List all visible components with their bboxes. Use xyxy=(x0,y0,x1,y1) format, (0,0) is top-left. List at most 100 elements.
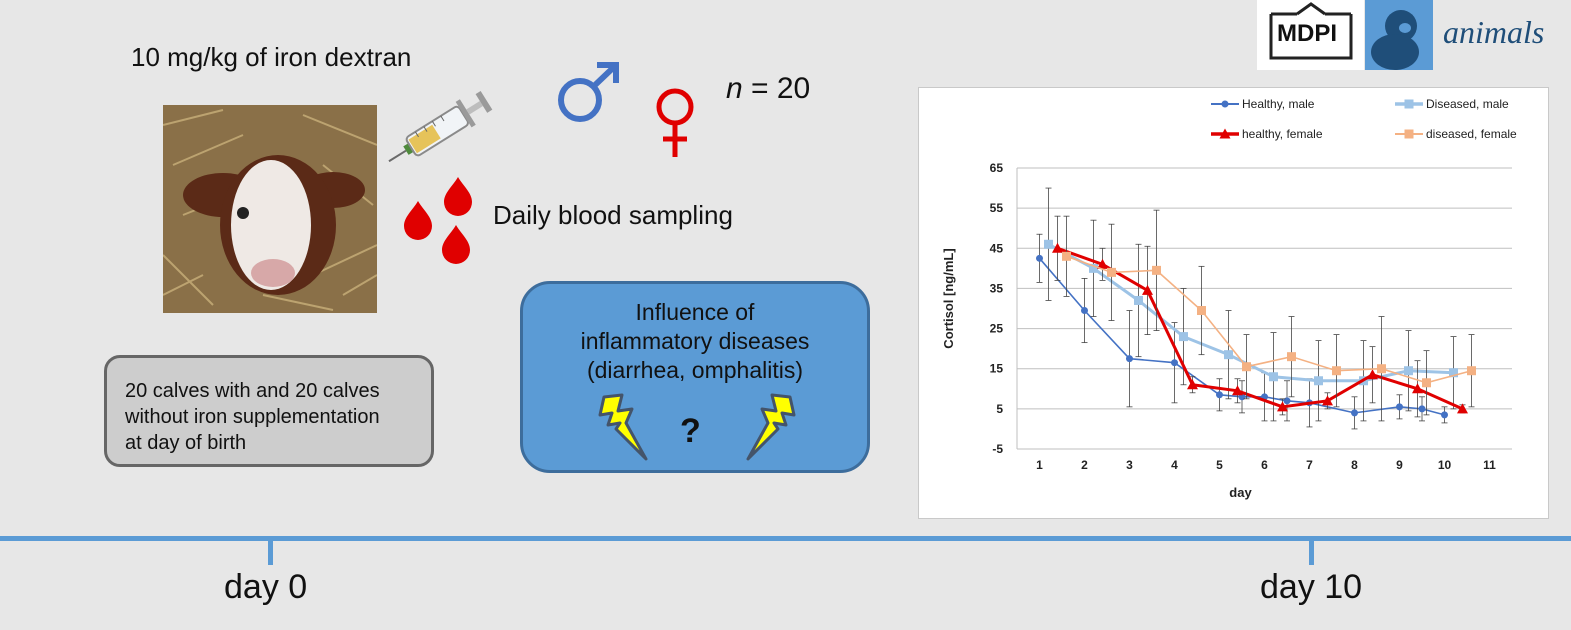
y-tick-label: 5 xyxy=(996,402,1003,416)
x-tick-label: 4 xyxy=(1171,458,1178,472)
x-tick-label: 2 xyxy=(1081,458,1088,472)
data-point xyxy=(1242,362,1251,372)
y-tick-label: 65 xyxy=(990,161,1004,175)
data-point xyxy=(1134,295,1143,305)
data-point xyxy=(1449,368,1458,378)
x-axis-label: day xyxy=(1229,485,1252,500)
publisher-logo-frame xyxy=(1269,2,1353,60)
data-point xyxy=(1314,376,1323,386)
data-point xyxy=(1422,378,1431,388)
data-point xyxy=(1081,307,1088,315)
data-point xyxy=(1283,397,1291,405)
data-point xyxy=(1457,403,1468,414)
timeline-label-start: day 0 xyxy=(224,568,308,606)
female-symbol-icon xyxy=(656,88,694,157)
study-design-line: without iron supplementation xyxy=(125,406,380,428)
y-tick-label: -5 xyxy=(992,442,1003,456)
data-point xyxy=(1142,284,1153,295)
sample-size-label: n = 20 xyxy=(726,72,810,106)
sample-size-symbol: n xyxy=(726,72,743,105)
legend-label: diseased, female xyxy=(1426,127,1517,141)
data-point xyxy=(1232,385,1243,396)
data-point xyxy=(1197,306,1206,316)
data-point xyxy=(1221,100,1229,108)
data-point xyxy=(1287,352,1296,362)
data-point xyxy=(1152,265,1161,275)
data-point xyxy=(1126,355,1133,363)
x-tick-label: 11 xyxy=(1483,458,1496,472)
data-point xyxy=(1367,369,1378,380)
x-tick-label: 10 xyxy=(1438,458,1452,472)
sample-size-value: = 20 xyxy=(742,72,811,105)
x-tick-label: 1 xyxy=(1036,458,1043,472)
legend-label: Healthy, male xyxy=(1242,97,1315,111)
data-point xyxy=(1441,411,1448,419)
data-point xyxy=(1224,350,1233,360)
legend-label: Diseased, male xyxy=(1426,97,1509,111)
journal-name: animals xyxy=(1443,14,1545,50)
iron-dose-label: 10 mg/kg of iron dextran xyxy=(131,42,412,72)
series-line xyxy=(1066,255,1472,384)
lightning-icon xyxy=(746,393,796,461)
data-point xyxy=(1418,405,1426,413)
y-tick-label: 55 xyxy=(990,201,1004,215)
data-point xyxy=(1036,254,1043,262)
timeline-tick-start xyxy=(268,540,273,565)
data-point xyxy=(1187,379,1198,390)
legend-item: Diseased, male xyxy=(1395,97,1509,111)
data-point xyxy=(1377,364,1386,374)
disease-box-line: Influence of xyxy=(635,299,755,325)
data-point xyxy=(1412,383,1423,394)
publisher-logo: MDPI xyxy=(1257,0,1364,70)
blood-sampling-label: Daily blood sampling xyxy=(493,200,733,230)
disease-box-line: inflammatory diseases xyxy=(580,328,810,354)
male-symbol-icon xyxy=(558,62,619,122)
data-point xyxy=(1404,129,1414,139)
data-point xyxy=(1269,372,1278,382)
x-tick-label: 8 xyxy=(1351,458,1358,472)
data-point xyxy=(1332,366,1341,376)
data-point xyxy=(1107,267,1116,277)
data-point xyxy=(1467,366,1476,376)
journal-mascot-icon xyxy=(1365,0,1433,70)
data-point xyxy=(1404,366,1413,376)
series-line xyxy=(1047,242,1454,383)
data-point xyxy=(1179,332,1188,342)
data-point xyxy=(1062,251,1071,261)
series-2 xyxy=(1044,187,1458,422)
blood-drop-icon xyxy=(404,177,472,264)
study-design-box: 20 calves with and 20 calves without iro… xyxy=(104,355,434,467)
legend-label: healthy, female xyxy=(1242,127,1323,141)
data-point xyxy=(1219,128,1231,139)
data-point xyxy=(1171,359,1178,367)
data-point xyxy=(1089,263,1098,273)
data-point xyxy=(1097,258,1108,269)
data-point xyxy=(1052,242,1063,253)
journal-logo: MDPI animals xyxy=(1257,0,1565,70)
legend-item: diseased, female xyxy=(1395,127,1517,141)
y-tick-label: 45 xyxy=(990,241,1004,255)
data-point xyxy=(1322,395,1333,406)
disease-box-line: (diarrhea, omphalitis) xyxy=(586,357,804,383)
disease-influence-box: Influence of inflammatory diseases (diar… xyxy=(520,281,870,473)
series-line xyxy=(1056,246,1464,411)
study-design-line: 20 calves with and 20 calves xyxy=(125,380,380,402)
x-tick-label: 5 xyxy=(1216,458,1223,472)
timeline-axis xyxy=(0,536,1571,541)
cortisol-chart: -5 5 15 25 35 45 55 65 1 2 3 4 5 6 7 8 9 10 11 day Cortisol … xyxy=(918,87,1549,519)
data-point xyxy=(1396,403,1403,411)
x-tick-label: 9 xyxy=(1396,458,1403,472)
series-4 xyxy=(1062,209,1476,422)
question-mark: ? xyxy=(680,412,701,450)
lightning-icon xyxy=(598,393,648,461)
data-point xyxy=(1277,401,1288,412)
syringe-icon xyxy=(388,90,493,163)
legend-item: healthy, female xyxy=(1211,127,1323,141)
monkey-icon xyxy=(1371,10,1419,70)
x-tick-label: 7 xyxy=(1306,458,1313,472)
y-tick-label: 25 xyxy=(990,322,1004,336)
y-tick-label: 35 xyxy=(990,281,1004,295)
data-point xyxy=(1404,99,1414,109)
